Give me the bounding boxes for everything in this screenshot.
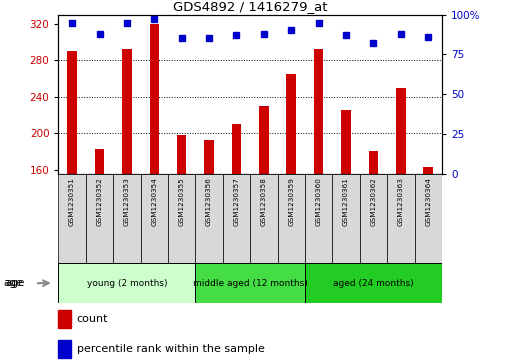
Bar: [58, 310, 71, 328]
Bar: [168, 174, 196, 263]
Text: GSM1230362: GSM1230362: [370, 177, 376, 226]
Text: percentile rank within the sample: percentile rank within the sample: [77, 344, 265, 354]
Bar: [94, 149, 104, 174]
Text: GSM1230364: GSM1230364: [425, 177, 431, 226]
Bar: [86, 174, 113, 263]
Text: GSM1230358: GSM1230358: [261, 177, 267, 226]
Text: GSM1230361: GSM1230361: [343, 177, 349, 226]
Bar: [424, 167, 433, 174]
Bar: [58, 340, 71, 358]
Text: GSM1230360: GSM1230360: [315, 177, 322, 226]
Text: GSM1230359: GSM1230359: [288, 177, 294, 226]
Text: age: age: [5, 278, 24, 288]
Bar: [341, 110, 351, 174]
Text: GSM1230354: GSM1230354: [151, 177, 157, 226]
Bar: [332, 174, 360, 263]
Bar: [415, 174, 442, 263]
Bar: [305, 263, 442, 303]
Bar: [232, 124, 241, 174]
Bar: [369, 151, 378, 174]
Bar: [360, 174, 387, 263]
Bar: [122, 49, 132, 174]
Bar: [58, 263, 196, 303]
Bar: [314, 49, 324, 174]
Text: age: age: [3, 278, 22, 288]
Bar: [58, 174, 86, 263]
Bar: [287, 74, 296, 174]
Bar: [204, 140, 214, 174]
Text: young (2 months): young (2 months): [87, 279, 167, 287]
Bar: [259, 106, 269, 174]
Text: GSM1230351: GSM1230351: [69, 177, 75, 226]
Text: GSM1230363: GSM1230363: [398, 177, 404, 226]
Bar: [68, 51, 77, 174]
Bar: [196, 263, 305, 303]
Text: GSM1230355: GSM1230355: [179, 177, 185, 226]
Bar: [149, 24, 159, 174]
Text: aged (24 months): aged (24 months): [333, 279, 414, 287]
Bar: [305, 174, 332, 263]
Text: GSM1230352: GSM1230352: [97, 177, 103, 226]
Text: count: count: [77, 314, 108, 324]
Bar: [223, 174, 250, 263]
Text: GSM1230357: GSM1230357: [234, 177, 239, 226]
Bar: [250, 174, 277, 263]
Bar: [277, 174, 305, 263]
Bar: [113, 174, 141, 263]
Bar: [387, 174, 415, 263]
Bar: [396, 87, 406, 174]
Text: middle aged (12 months): middle aged (12 months): [193, 279, 307, 287]
Text: GSM1230353: GSM1230353: [124, 177, 130, 226]
Bar: [196, 174, 223, 263]
Bar: [177, 135, 186, 174]
Bar: [141, 174, 168, 263]
Text: GSM1230356: GSM1230356: [206, 177, 212, 226]
Title: GDS4892 / 1416279_at: GDS4892 / 1416279_at: [173, 0, 328, 13]
